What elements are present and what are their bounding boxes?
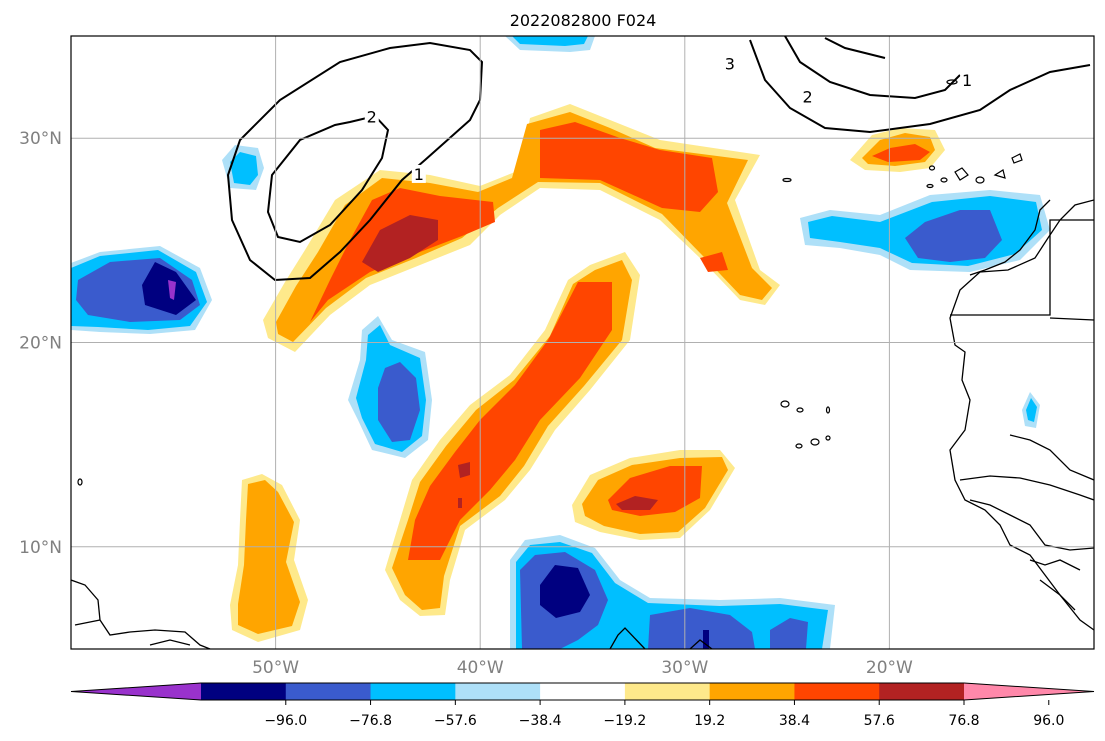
field-southwest-high [230, 474, 308, 642]
colorbar-label: −19.2 [603, 713, 646, 729]
contour-label-bg [722, 54, 737, 73]
field-east-low [800, 190, 1050, 272]
x-tick-label: 50°W [252, 658, 299, 678]
contour-label-bg [960, 70, 975, 89]
colorbar-segment [201, 683, 287, 700]
contour-labels: 3 2 1 2 1 [364, 54, 975, 184]
x-tick-labels: 50°W 40°W 30°W 20°W [252, 658, 913, 678]
field-central-high [572, 450, 735, 540]
colorbar-label: 38.4 [779, 713, 810, 729]
y-tick-labels: 10°N 20°N 30°N [19, 129, 62, 558]
colorbar-extend-max [964, 683, 1094, 700]
colorbar-outline [70, 682, 1095, 701]
colorbar-segment [879, 683, 965, 700]
colorbar-segment [370, 683, 456, 700]
contour-label-bg [364, 107, 379, 126]
field-east-small-high [850, 128, 945, 172]
colorbar-label: −38.4 [519, 713, 562, 729]
colorbar-extend-min [71, 683, 201, 700]
map-content: 3 2 1 2 1 [71, 36, 1094, 649]
contour-label: 1 [414, 165, 424, 184]
field-west-central-low [348, 316, 432, 458]
field-small-cyan-blob [222, 145, 264, 190]
colorbar-label: 19.2 [694, 713, 725, 729]
contour-label: 3 [725, 55, 735, 74]
y-tick-label: 20°N [19, 334, 62, 354]
colorbar-segment [624, 683, 711, 700]
colorbar-label: 96.0 [1033, 713, 1064, 729]
colorbar-segment [794, 683, 880, 700]
field-west-edge-low [71, 246, 212, 334]
colorbar-segment [285, 683, 372, 700]
colorbar-label: −96.0 [264, 713, 307, 729]
contour-label: 2 [802, 87, 812, 106]
islands [77, 79, 1023, 486]
colorbar: −96.0 −76.8 −57.6 −38.4 −19.2 19.2 38.4 57.6 76.… [70, 682, 1095, 729]
contour-label-bg [800, 87, 815, 106]
map-frame [70, 35, 1095, 650]
contour-label: 1 [962, 71, 972, 90]
field-south-low [510, 535, 835, 649]
colorbar-label: −57.6 [434, 713, 477, 729]
gridlines [71, 36, 1094, 649]
y-tick-label: 10°N [19, 538, 62, 558]
x-tick-label: 20°W [866, 658, 913, 678]
x-tick-label: 30°W [661, 658, 708, 678]
colorbar-label: −76.8 [349, 713, 392, 729]
contour-label-bg [411, 164, 426, 183]
field-east-tiny-low [1022, 392, 1040, 428]
chart-title: 2022082800 F024 [510, 11, 657, 30]
colorbar-label: 76.8 [948, 713, 979, 729]
coastlines [71, 199, 1094, 649]
colorbar-label: 57.6 [864, 713, 895, 729]
field-north-top-low [505, 36, 595, 52]
colorbar-segment [709, 683, 795, 700]
pressure-contours [226, 36, 1091, 282]
x-tick-label: 40°W [457, 658, 504, 678]
contour-label: 2 [367, 108, 377, 127]
colorbar-segment [455, 683, 541, 700]
y-tick-label: 30°N [19, 129, 62, 149]
colorbar-segment [540, 683, 626, 700]
field-north-arc-high [263, 104, 780, 352]
